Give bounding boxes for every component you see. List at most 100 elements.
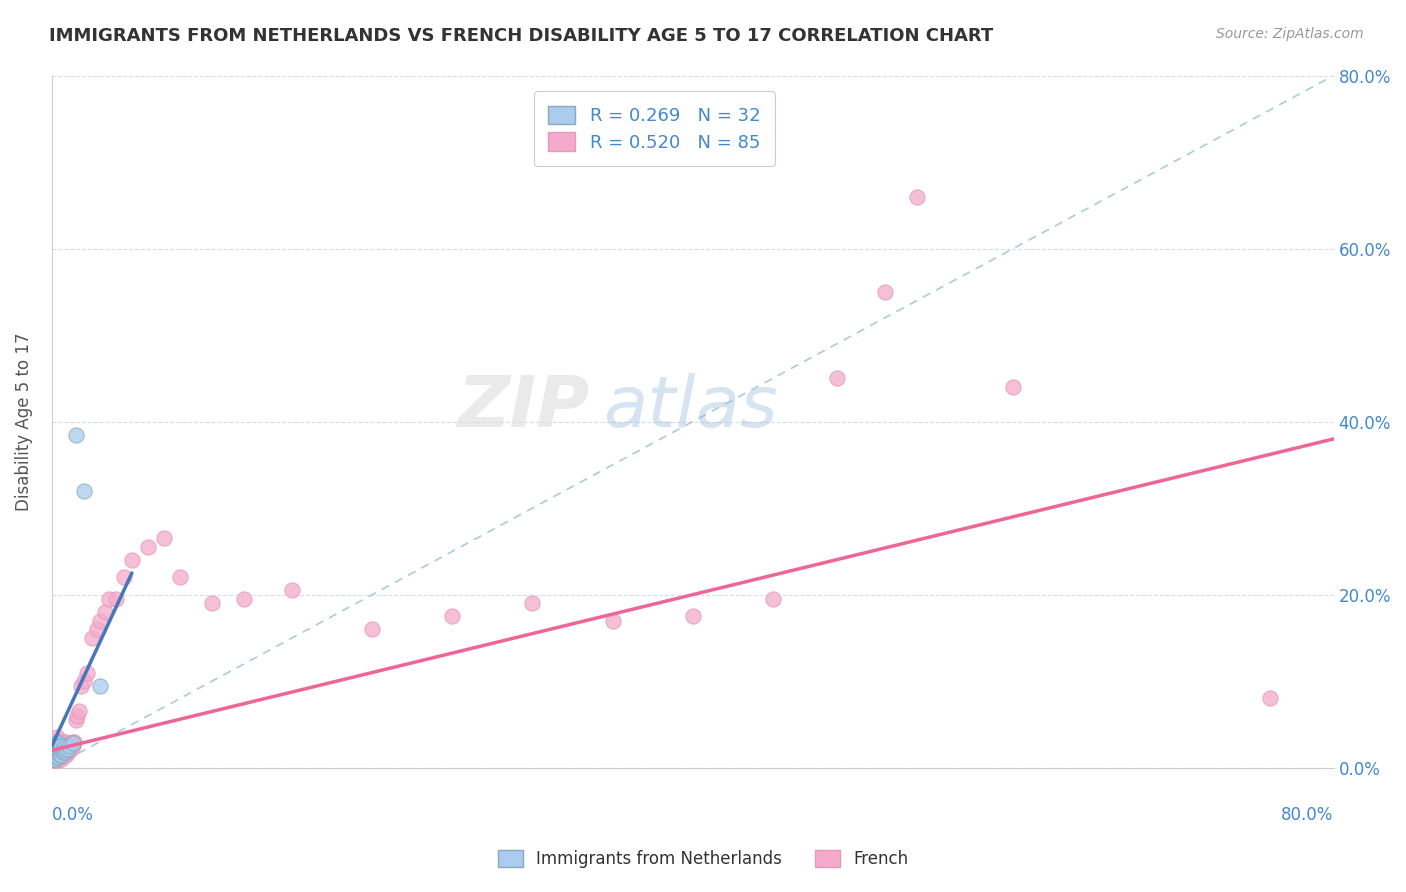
- Point: [361, 622, 384, 636]
- Point: [53, 747, 76, 762]
- Point: [67, 705, 90, 719]
- Point: [42, 747, 65, 761]
- Point: [52, 747, 75, 762]
- Text: 0.0%: 0.0%: [52, 805, 94, 824]
- Point: [45, 739, 67, 753]
- Point: [46, 747, 69, 762]
- Point: [44, 747, 66, 762]
- Point: [52, 743, 75, 757]
- Point: [42, 747, 65, 762]
- Point: [104, 592, 127, 607]
- Point: [44, 747, 66, 761]
- Point: [45, 743, 67, 757]
- Point: [44, 752, 66, 766]
- Point: [52, 745, 75, 759]
- Text: 80.0%: 80.0%: [1281, 805, 1334, 824]
- Point: [46, 735, 69, 749]
- Point: [44, 750, 66, 764]
- Point: [52, 741, 75, 756]
- Point: [69, 679, 91, 693]
- Point: [63, 735, 86, 749]
- Point: [44, 743, 66, 757]
- Point: [45, 750, 67, 764]
- Point: [53, 735, 76, 749]
- Point: [45, 747, 67, 761]
- Point: [52, 735, 75, 749]
- Point: [905, 189, 928, 203]
- Point: [62, 739, 84, 753]
- Point: [44, 735, 66, 749]
- Point: [89, 679, 111, 693]
- Text: atlas: atlas: [603, 373, 778, 442]
- Point: [59, 741, 82, 756]
- Point: [62, 736, 84, 750]
- Point: [73, 674, 96, 689]
- Point: [51, 735, 73, 749]
- Point: [58, 743, 80, 757]
- Point: [51, 747, 73, 762]
- Point: [51, 739, 73, 753]
- Point: [762, 592, 785, 607]
- Point: [42, 752, 65, 766]
- Point: [46, 743, 69, 757]
- Point: [46, 750, 69, 764]
- Point: [201, 596, 224, 610]
- Point: [80, 631, 103, 645]
- Point: [441, 609, 464, 624]
- Point: [602, 614, 624, 628]
- Point: [1258, 691, 1281, 706]
- Point: [233, 592, 256, 607]
- Point: [42, 743, 65, 757]
- Point: [45, 745, 67, 759]
- Point: [49, 735, 72, 749]
- Point: [58, 739, 80, 753]
- Point: [42, 750, 65, 764]
- Point: [86, 622, 108, 636]
- Point: [51, 743, 73, 757]
- Point: [53, 743, 76, 757]
- Point: [65, 427, 87, 442]
- Point: [52, 739, 75, 753]
- Point: [522, 596, 544, 610]
- Point: [44, 743, 66, 757]
- Point: [873, 285, 896, 299]
- Point: [1002, 380, 1025, 394]
- Point: [49, 739, 72, 753]
- Point: [112, 570, 135, 584]
- Point: [45, 750, 67, 764]
- Point: [98, 592, 121, 607]
- Point: [49, 743, 72, 757]
- Point: [65, 713, 87, 727]
- Point: [45, 736, 67, 750]
- Point: [44, 754, 66, 768]
- Point: [281, 583, 304, 598]
- Point: [46, 736, 69, 750]
- Point: [46, 741, 69, 756]
- Point: [46, 752, 69, 766]
- Point: [49, 752, 72, 766]
- Point: [49, 739, 72, 753]
- Point: [56, 741, 79, 756]
- Point: [53, 745, 76, 759]
- Point: [56, 736, 79, 750]
- Point: [53, 739, 76, 753]
- Point: [56, 741, 79, 756]
- Point: [62, 735, 84, 749]
- Legend: R = 0.269   N = 32, R = 0.520   N = 85: R = 0.269 N = 32, R = 0.520 N = 85: [534, 92, 775, 166]
- Point: [58, 739, 80, 753]
- Legend: Immigrants from Netherlands, French: Immigrants from Netherlands, French: [491, 843, 915, 875]
- Point: [44, 739, 66, 753]
- Y-axis label: Disability Age 5 to 17: Disability Age 5 to 17: [15, 333, 32, 511]
- Point: [59, 736, 82, 750]
- Text: Source: ZipAtlas.com: Source: ZipAtlas.com: [1216, 27, 1364, 41]
- Point: [55, 747, 77, 762]
- Point: [153, 532, 176, 546]
- Point: [55, 743, 77, 757]
- Point: [53, 739, 76, 753]
- Point: [169, 570, 191, 584]
- Point: [56, 745, 79, 759]
- Point: [51, 752, 73, 766]
- Point: [825, 371, 848, 385]
- Point: [44, 739, 66, 753]
- Point: [136, 540, 159, 554]
